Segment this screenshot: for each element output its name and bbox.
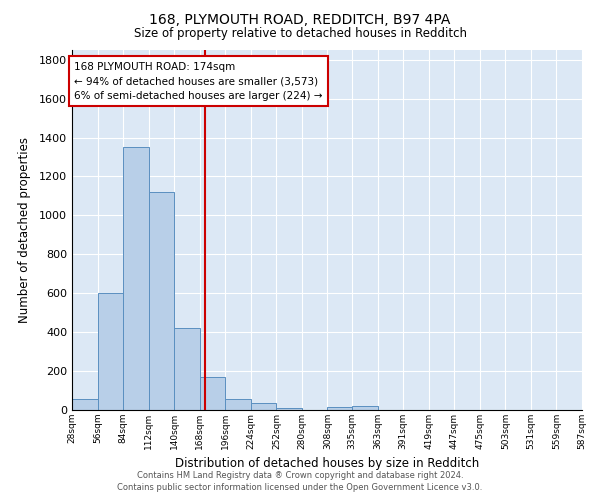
Text: 168 PLYMOUTH ROAD: 174sqm
← 94% of detached houses are smaller (3,573)
6% of sem: 168 PLYMOUTH ROAD: 174sqm ← 94% of detac…: [74, 62, 322, 102]
Bar: [251, 403, 277, 410]
Bar: [72, 400, 98, 410]
Bar: [328, 407, 353, 410]
Bar: [200, 377, 225, 410]
Bar: [225, 400, 251, 410]
Bar: [98, 293, 123, 410]
Text: Size of property relative to detached houses in Redditch: Size of property relative to detached ho…: [133, 28, 467, 40]
Bar: [174, 328, 200, 410]
Text: Contains HM Land Registry data ® Crown copyright and database right 2024.
Contai: Contains HM Land Registry data ® Crown c…: [118, 471, 482, 492]
Bar: [123, 148, 149, 410]
Bar: [352, 406, 377, 410]
X-axis label: Distribution of detached houses by size in Redditch: Distribution of detached houses by size …: [175, 458, 479, 470]
Bar: [149, 192, 174, 410]
Text: 168, PLYMOUTH ROAD, REDDITCH, B97 4PA: 168, PLYMOUTH ROAD, REDDITCH, B97 4PA: [149, 12, 451, 26]
Bar: [277, 408, 302, 410]
Y-axis label: Number of detached properties: Number of detached properties: [17, 137, 31, 323]
